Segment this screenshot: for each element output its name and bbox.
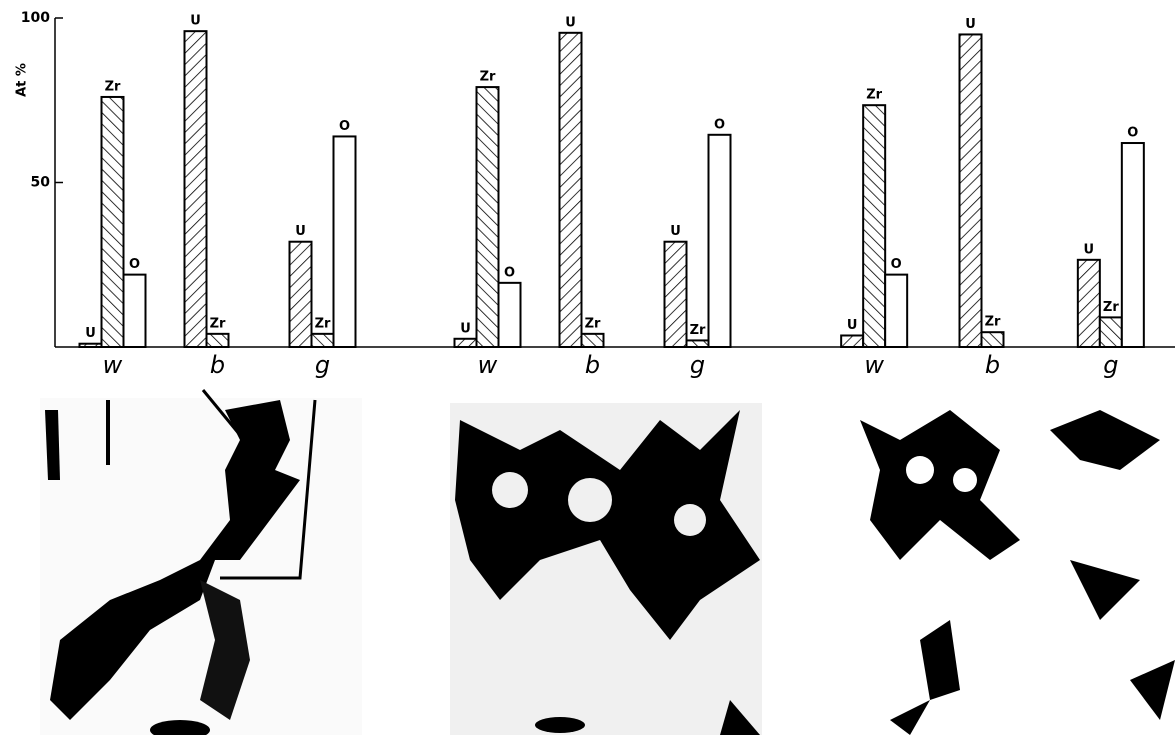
- bar-label: Zr: [1103, 300, 1119, 315]
- bar: [709, 135, 731, 347]
- x-tick-label: g: [315, 351, 330, 379]
- x-tick-label: w: [103, 351, 123, 379]
- bar: [124, 275, 146, 347]
- bar: [477, 87, 499, 347]
- bar-label: Zr: [985, 315, 1001, 330]
- bar-label: U: [670, 224, 681, 239]
- x-tick-label: w: [478, 351, 498, 379]
- x-tick-label: w: [864, 351, 884, 379]
- bar: [334, 136, 356, 347]
- bar-label: U: [965, 17, 976, 32]
- bar-label: U: [85, 326, 96, 341]
- bar-label: Zr: [866, 88, 882, 103]
- bar-label: O: [714, 117, 725, 132]
- bar-label: O: [129, 257, 140, 272]
- x-tick-label: b: [585, 351, 600, 379]
- y-tick-label: 50: [31, 175, 51, 191]
- y-axis-label: At %: [15, 63, 30, 97]
- bar-label: U: [460, 321, 471, 336]
- micrographs: [40, 390, 1175, 735]
- bar-label: Zr: [105, 79, 121, 94]
- bar: [207, 334, 229, 347]
- bar: [665, 242, 687, 347]
- bar: [185, 31, 207, 347]
- bar-label: U: [565, 15, 576, 30]
- micrograph: [450, 403, 762, 735]
- bar: [885, 275, 907, 347]
- micrograph: [845, 403, 1175, 735]
- bar: [312, 334, 334, 347]
- bar-label: Zr: [585, 316, 601, 331]
- bar: [1100, 317, 1122, 347]
- bar-label: U: [295, 224, 306, 239]
- x-tick-label: g: [1103, 351, 1118, 379]
- bar-label: U: [190, 14, 201, 29]
- bar: [982, 332, 1004, 347]
- micrograph: [40, 390, 362, 735]
- bar-label: O: [339, 119, 350, 134]
- bar: [582, 334, 604, 347]
- bar: [1078, 260, 1100, 347]
- bar-label: Zr: [480, 70, 496, 85]
- bar-label: Zr: [315, 316, 331, 331]
- bar-label: U: [847, 318, 858, 333]
- bar-label: O: [504, 265, 515, 280]
- x-tick-label: b: [985, 351, 1000, 379]
- bar-label: U: [1084, 242, 1095, 257]
- bar: [841, 335, 863, 347]
- figure: 50100At %wUZrObUZrgUZrOwUZrObUZrgUZrOwUZ…: [0, 0, 1175, 735]
- bar: [560, 33, 582, 347]
- bar-label: Zr: [690, 323, 706, 338]
- bar: [960, 34, 982, 347]
- bar-label: O: [1127, 126, 1138, 141]
- bar: [80, 344, 102, 347]
- x-tick-label: g: [690, 351, 705, 379]
- bar: [863, 105, 885, 347]
- y-tick-label: 100: [21, 10, 50, 26]
- bar: [687, 340, 709, 347]
- bar: [102, 97, 124, 347]
- bar: [499, 283, 521, 347]
- bar: [455, 339, 477, 347]
- bar-label: Zr: [210, 316, 226, 331]
- bar: [1122, 143, 1144, 347]
- x-tick-label: b: [210, 351, 225, 379]
- bar-label: O: [891, 257, 902, 272]
- bar: [290, 242, 312, 347]
